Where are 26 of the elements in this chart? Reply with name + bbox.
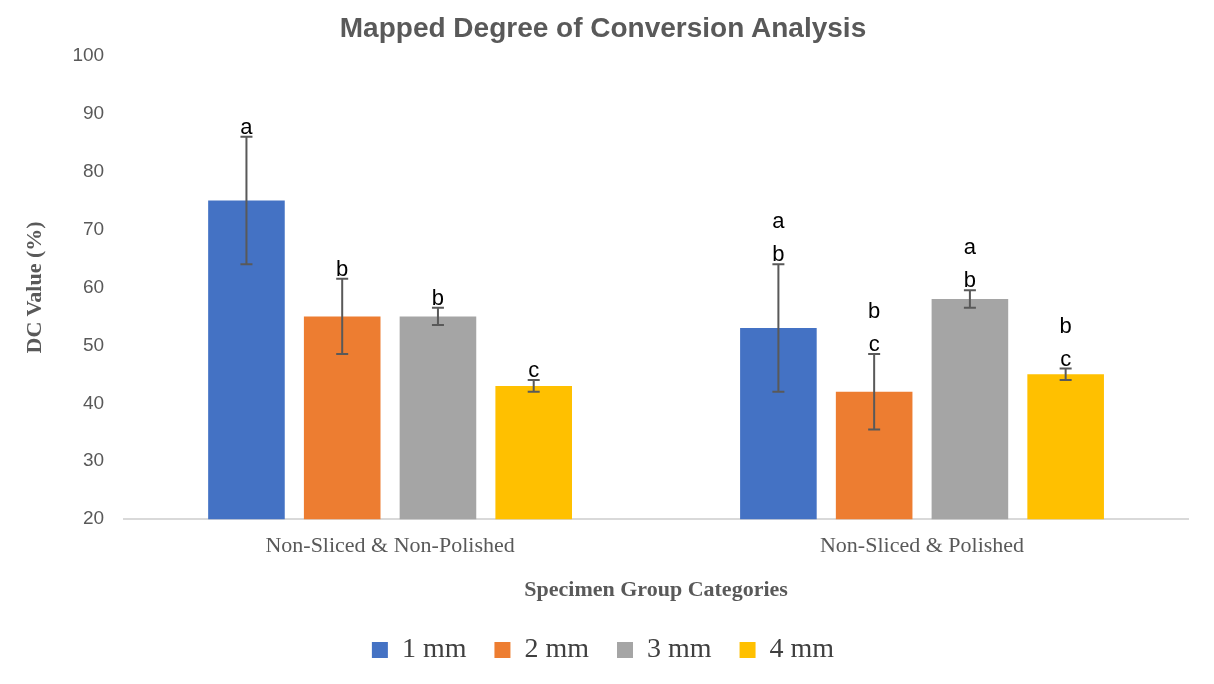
legend-label: 3 mm xyxy=(647,632,712,664)
data-label: b c xyxy=(868,298,881,357)
data-label: b c xyxy=(1059,312,1072,371)
legend-label: 1 mm xyxy=(401,632,467,664)
data-label: a b xyxy=(772,208,786,267)
y-tick-label: 20 xyxy=(82,507,105,529)
y-tick-label: 40 xyxy=(82,391,105,413)
legend-label: 4 mm xyxy=(769,632,835,664)
x-axis-title: Specimen Group Categories xyxy=(524,576,789,602)
y-tick-label: 70 xyxy=(82,217,105,239)
data-label: c xyxy=(528,357,540,383)
y-axis-title: DC Value (%) xyxy=(20,221,46,354)
legend-label: 2 mm xyxy=(524,632,590,664)
chart-title: Mapped Degree of Conversion Analysis xyxy=(339,11,867,43)
y-tick-label: 60 xyxy=(82,275,105,297)
y-tick-label: 50 xyxy=(82,333,105,355)
y-tick-label: 100 xyxy=(72,43,105,65)
data-label: b xyxy=(431,284,445,310)
y-tick-label: 90 xyxy=(82,101,105,123)
data-label: a xyxy=(240,113,254,139)
x-tick-label: Non-Sliced & Polished xyxy=(819,532,1025,558)
data-label: a b xyxy=(963,234,977,293)
y-tick-label: 80 xyxy=(82,159,105,181)
y-tick-label: 30 xyxy=(82,449,105,471)
x-tick-label: Non-Sliced & Non-Polished xyxy=(265,532,515,558)
data-label: b xyxy=(336,255,349,281)
